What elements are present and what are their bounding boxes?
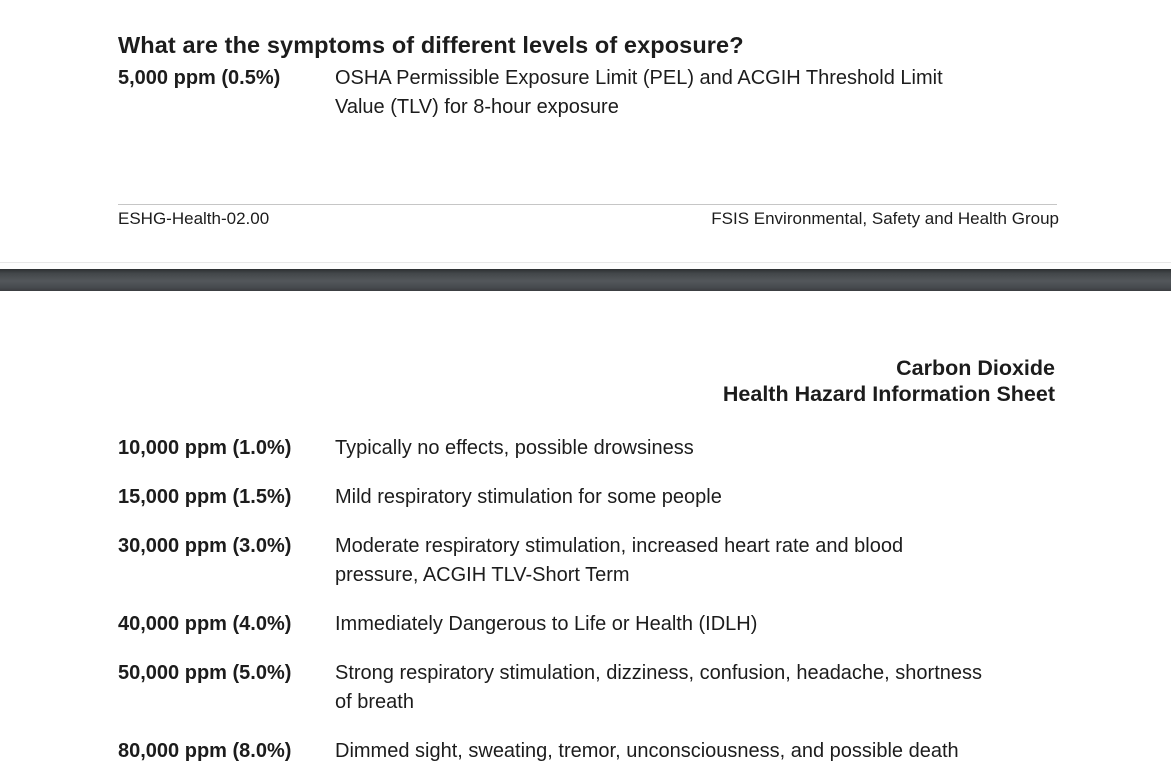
exposure-description: Immediately Dangerous to Life or Health … [335, 613, 758, 635]
exposure-row: 5,000 ppm (0.5%) OSHA Permissible Exposu… [118, 64, 1131, 122]
footer-divider [118, 204, 1057, 205]
exposure-level-label: 10,000 ppm (1.0%) [118, 437, 292, 459]
exposure-row: 30,000 ppm (3.0%) Moderate respiratory s… [118, 532, 1141, 590]
exposure-level-label: 15,000 ppm (1.5%) [118, 486, 292, 508]
exposure-level-label: 80,000 ppm (8.0%) [118, 740, 292, 762]
exposure-description: Typically no effects, possible drowsines… [335, 437, 694, 459]
exposure-level-label: 5,000 ppm (0.5%) [118, 67, 281, 89]
document-title: Carbon Dioxide Health Hazard Information… [722, 356, 1055, 406]
exposure-description: OSHA Permissible Exposure Limit (PEL) an… [335, 67, 943, 118]
exposure-description: Moderate respiratory stimulation, increa… [335, 535, 904, 586]
page-separator-bar [0, 269, 1171, 291]
document-id-text: ESHG-Health-02.00 [118, 209, 270, 228]
page-footer: ESHG-Health-02.00 FSIS Environmental, Sa… [118, 209, 1059, 229]
page-edge-gap [0, 263, 1171, 269]
exposure-description: Strong respiratory stimulation, dizzines… [335, 662, 983, 713]
organization-name-text: FSIS Environmental, Safety and Health Gr… [711, 209, 1059, 228]
exposure-description: Dimmed sight, sweating, tremor, unconsci… [335, 740, 959, 762]
exposure-level-label: 50,000 ppm (5.0%) [118, 662, 292, 684]
page-1: What are the symptoms of different level… [0, 0, 1171, 263]
section-heading: What are the symptoms of different level… [118, 32, 744, 58]
exposure-level-label: 40,000 ppm (4.0%) [118, 613, 292, 635]
exposure-row: 80,000 ppm (8.0%) Dimmed sight, sweating… [118, 737, 1141, 766]
exposure-row: 15,000 ppm (1.5%) Mild respiratory stimu… [118, 483, 1141, 512]
page-2: Carbon Dioxide Health Hazard Information… [0, 291, 1171, 779]
exposure-table: 10,000 ppm (1.0%) Typically no effects, … [118, 434, 1141, 780]
exposure-level-label: 30,000 ppm (3.0%) [118, 535, 292, 557]
exposure-row: 10,000 ppm (1.0%) Typically no effects, … [118, 434, 1141, 463]
exposure-row: 40,000 ppm (4.0%) Immediately Dangerous … [118, 610, 1141, 639]
exposure-row: 50,000 ppm (5.0%) Strong respiratory sti… [118, 659, 1141, 717]
exposure-description: Mild respiratory stimulation for some pe… [335, 486, 722, 508]
